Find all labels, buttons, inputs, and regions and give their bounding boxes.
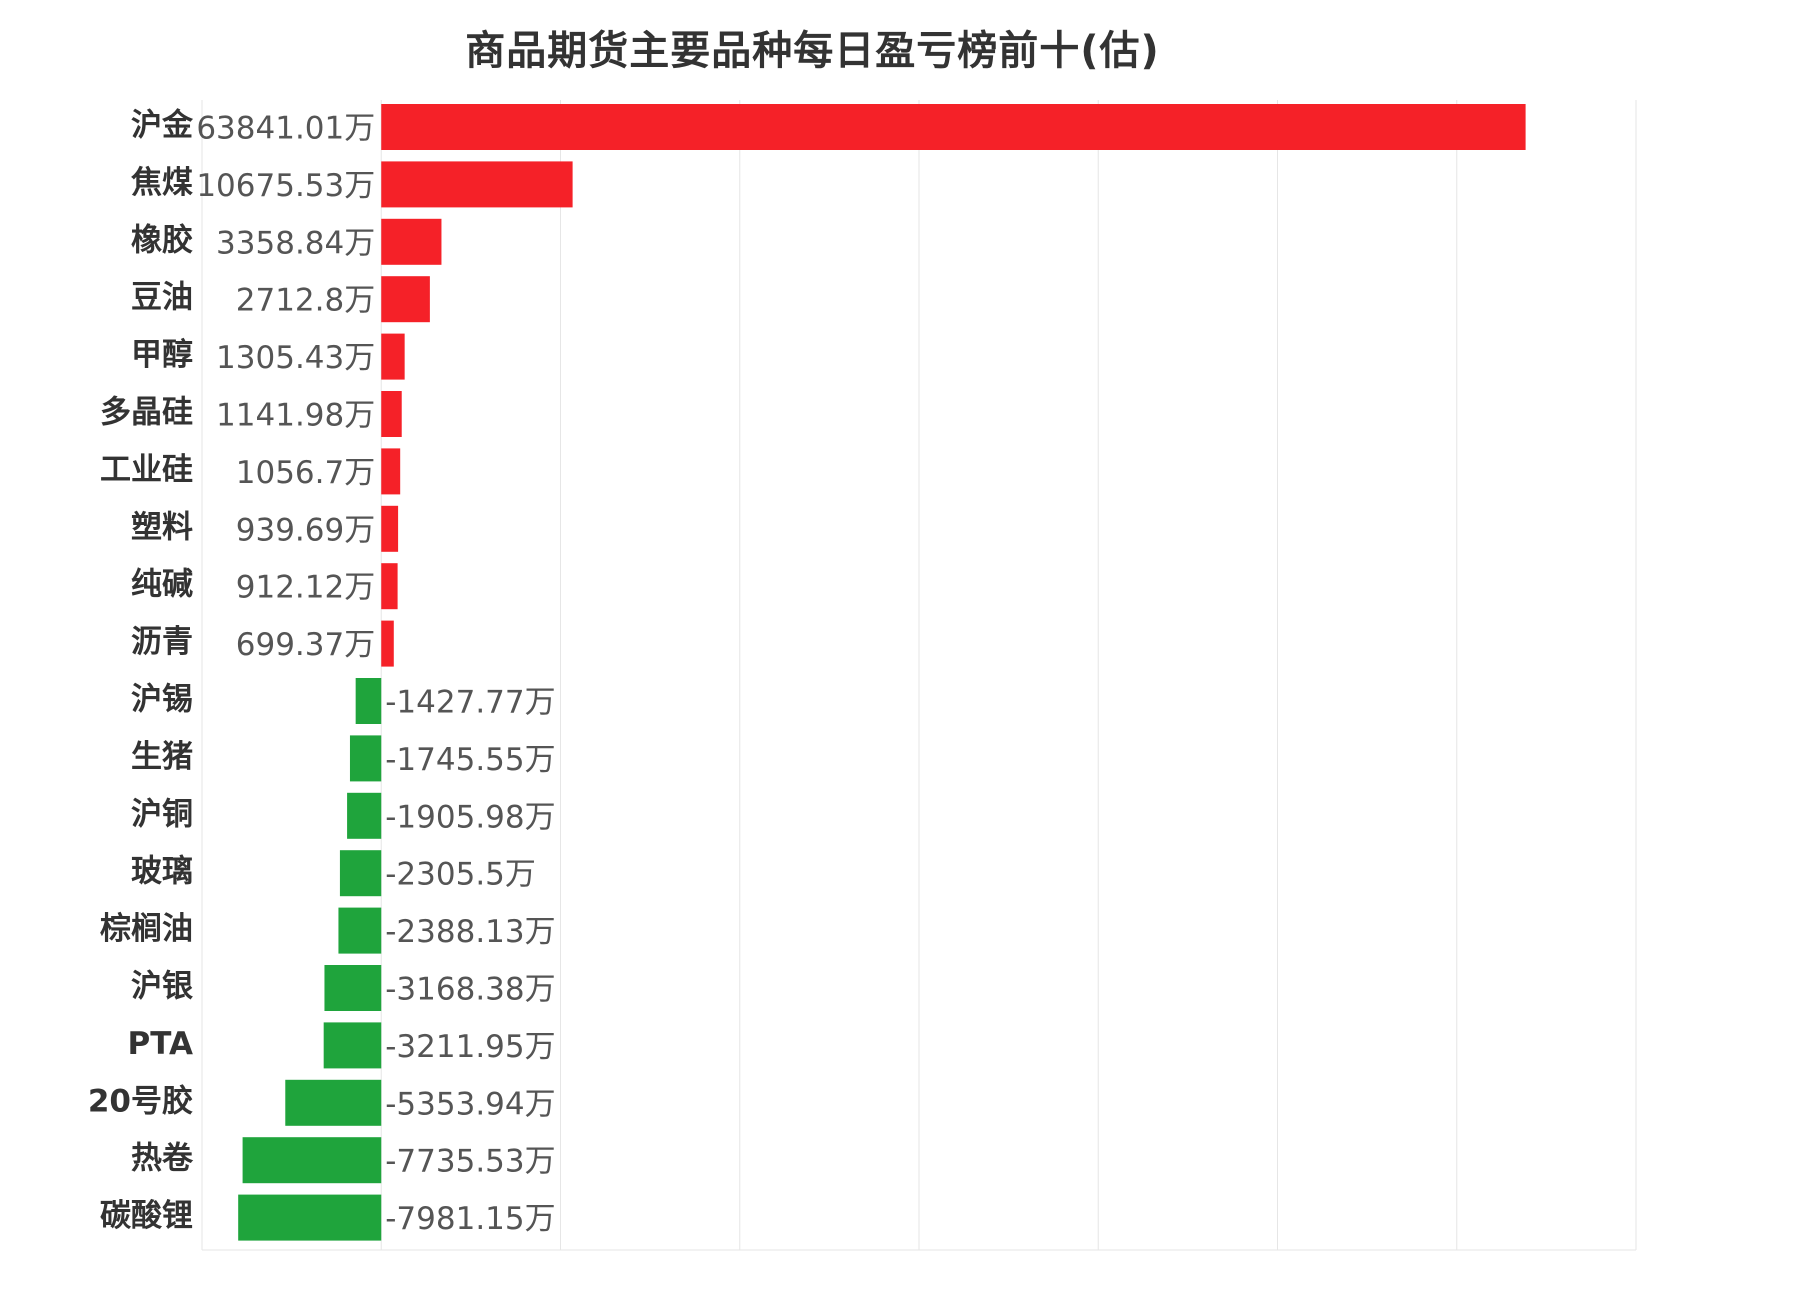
category-label: 纯碱	[131, 567, 193, 603]
bar	[349, 735, 382, 782]
bar	[381, 505, 399, 552]
bar	[381, 333, 405, 380]
value-label: 1056.7万	[236, 455, 375, 491]
value-label: 912.12万	[236, 570, 375, 606]
bar	[381, 276, 430, 323]
category-label: 20号胶	[88, 1083, 193, 1119]
category-label: 沥青	[131, 624, 193, 660]
bar	[381, 391, 402, 437]
value-label: -5353.94万	[385, 1086, 555, 1122]
category-label: 豆油	[131, 280, 193, 316]
bar	[323, 1022, 382, 1069]
category-label: 碳酸锂	[100, 1198, 193, 1234]
value-label: 1141.98万	[216, 398, 375, 434]
category-label: 沪铜	[131, 796, 193, 832]
category-label: 甲醇	[131, 337, 193, 373]
category-label: 工业硅	[100, 452, 193, 488]
value-label: 939.69万	[236, 512, 375, 548]
category-label: 生猪	[131, 739, 193, 775]
bar	[355, 678, 382, 724]
value-label: 1305.43万	[216, 340, 375, 376]
bar	[324, 965, 382, 1011]
bar	[338, 907, 382, 954]
category-label: 沪银	[131, 969, 193, 1005]
bar	[381, 448, 401, 495]
bar	[242, 1137, 382, 1184]
category-label: 热卷	[131, 1141, 194, 1177]
value-label: 10675.53万	[196, 168, 375, 204]
bar	[285, 1079, 382, 1126]
bar	[339, 850, 382, 897]
grid-layer	[201, 100, 1637, 1251]
value-label: -2305.5万	[385, 857, 536, 893]
category-label: 焦煤	[131, 165, 193, 201]
value-label: 2712.8万	[236, 283, 375, 319]
bar	[381, 620, 394, 667]
value-label: 3358.84万	[216, 225, 375, 261]
bar	[381, 104, 1526, 150]
bar	[238, 1194, 382, 1241]
category-label: 多晶硅	[100, 395, 193, 431]
value-label: -1745.55万	[385, 742, 555, 778]
category-label: PTA	[128, 1026, 193, 1062]
value-label: -1905.98万	[385, 799, 555, 835]
bar	[381, 218, 442, 265]
bar	[381, 563, 398, 610]
bar-layer	[238, 104, 1526, 1241]
value-label: 63841.01万	[196, 111, 375, 147]
chart-title: 商品期货主要品种每日盈亏榜前十(估)	[465, 28, 1160, 74]
category-label: 塑料	[131, 509, 193, 545]
category-label: 橡胶	[131, 222, 193, 258]
value-label: -7735.53万	[385, 1144, 555, 1180]
category-label: 棕榈油	[100, 911, 193, 947]
value-label: -1427.77万	[385, 685, 555, 721]
value-label: -2388.13万	[385, 914, 555, 950]
category-label: 玻璃	[131, 854, 193, 890]
value-label: -3168.38万	[385, 972, 555, 1008]
value-label: -3211.95万	[385, 1029, 555, 1065]
value-label: -7981.15万	[385, 1201, 555, 1237]
bar	[347, 792, 382, 839]
value-label: 699.37万	[236, 627, 375, 663]
category-label: 沪锡	[131, 682, 193, 718]
category-label: 沪金	[131, 108, 194, 144]
bar	[381, 161, 573, 208]
